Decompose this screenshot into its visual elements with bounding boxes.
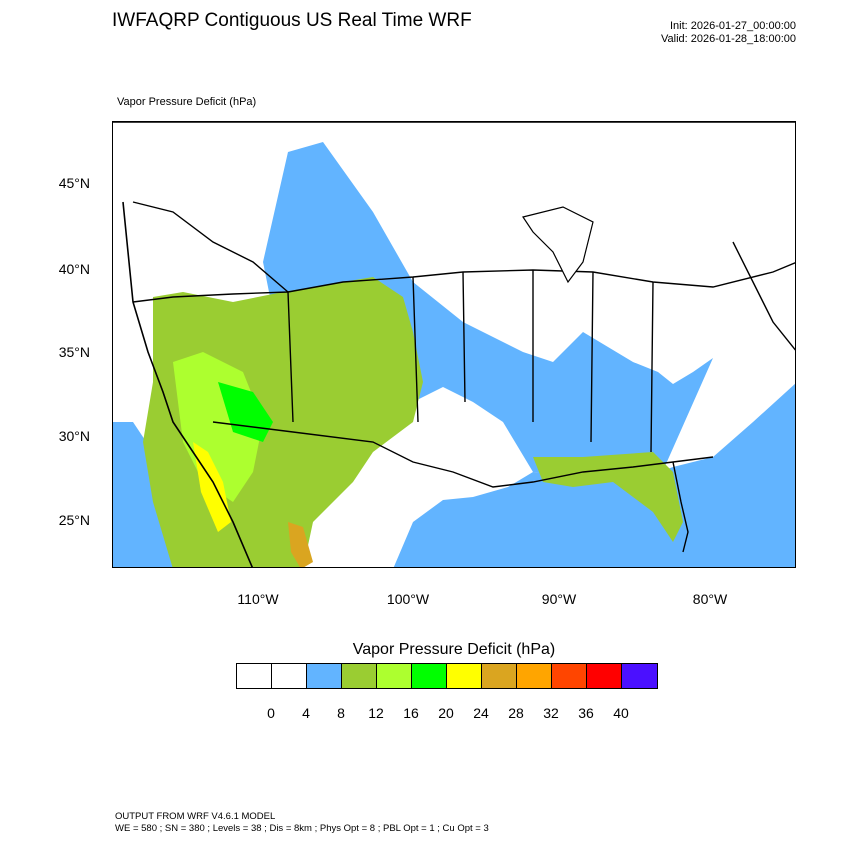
legend-swatch-10 xyxy=(587,664,622,688)
legend-tick-0: 0 xyxy=(267,705,275,721)
valid-time: Valid: 2026-01-28_18:00:00 xyxy=(661,33,796,45)
coastline-west xyxy=(122,201,254,567)
legend-swatch-11 xyxy=(622,664,657,688)
lat-label-35: 35°N xyxy=(58,344,90,360)
legend-tick-36: 36 xyxy=(578,705,594,721)
init-time: Init: 2026-01-27_00:00:00 xyxy=(670,20,796,32)
legend-swatch-4 xyxy=(377,664,412,688)
map-panel xyxy=(112,121,796,568)
footer-model-line: OUTPUT FROM WRF V4.6.1 MODEL xyxy=(115,811,276,822)
legend-swatch-1 xyxy=(272,664,307,688)
legend-tick-28: 28 xyxy=(508,705,524,721)
legend-swatch-9 xyxy=(552,664,587,688)
footer-config-line: WE = 580 ; SN = 380 ; Levels = 38 ; Dis … xyxy=(115,823,489,834)
legend-tick-12: 12 xyxy=(368,705,384,721)
legend-swatch-6 xyxy=(447,664,482,688)
lat-label-40: 40°N xyxy=(58,261,90,277)
legend-colorbar xyxy=(236,663,658,689)
legend-tick-40: 40 xyxy=(613,705,629,721)
legend-tick-4: 4 xyxy=(302,705,310,721)
vpd-brightgreen-region xyxy=(218,382,273,442)
lon-label-100: 100°W xyxy=(386,591,430,607)
legend-swatch-5 xyxy=(412,664,447,688)
vpd-blue-region xyxy=(263,142,713,482)
lon-label-80: 80°W xyxy=(692,591,728,607)
legend-title: Vapor Pressure Deficit (hPa) xyxy=(352,641,556,658)
vpd-yellow-baja xyxy=(193,442,231,532)
lat-label-45: 45°N xyxy=(58,175,90,191)
lat-label-25: 25°N xyxy=(58,512,90,528)
plot-title: IWFAQRP Contiguous US Real Time WRF xyxy=(112,10,472,31)
legend-tick-32: 32 xyxy=(543,705,559,721)
vpd-map xyxy=(113,122,795,567)
legend-swatch-7 xyxy=(482,664,517,688)
lon-label-110: 110°W xyxy=(237,591,279,607)
vpd-gold-mexico xyxy=(288,522,313,567)
legend-tick-8: 8 xyxy=(337,705,345,721)
great-lakes xyxy=(522,206,594,284)
ocean-east-shade xyxy=(393,383,795,567)
legend-tick-16: 16 xyxy=(403,705,419,721)
field-label: Vapor Pressure Deficit (hPa) xyxy=(117,96,257,108)
lat-label-30: 30°N xyxy=(58,428,90,444)
lon-label-90: 90°W xyxy=(541,591,577,607)
legend-tick-20: 20 xyxy=(438,705,454,721)
legend-swatch-8 xyxy=(517,664,552,688)
legend-swatch-3 xyxy=(342,664,377,688)
legend-tick-24: 24 xyxy=(473,705,489,721)
legend-swatch-0 xyxy=(237,664,272,688)
state-borders xyxy=(113,122,795,553)
legend-swatch-2 xyxy=(307,664,342,688)
